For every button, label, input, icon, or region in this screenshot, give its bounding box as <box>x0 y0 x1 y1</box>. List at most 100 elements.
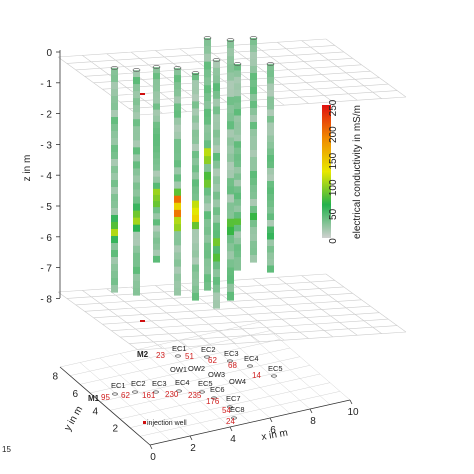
borehole-segment <box>267 135 274 143</box>
colorbar-tick-label: 150 <box>328 152 339 169</box>
borehole-segment <box>227 113 234 122</box>
borehole-segment <box>192 115 199 124</box>
top-grid-line <box>111 77 380 96</box>
borehole-segment <box>174 160 181 168</box>
borehole-segment <box>111 138 118 146</box>
well-value: 176 <box>206 397 220 406</box>
borehole-segment <box>174 209 181 218</box>
borehole-segment <box>133 140 140 148</box>
borehole-segment <box>153 73 160 80</box>
borehole-segment <box>133 112 140 120</box>
borehole-segment <box>267 252 274 260</box>
borehole-segment <box>234 154 241 162</box>
borehole-segment <box>227 153 234 163</box>
row-label: M1 <box>88 394 100 403</box>
borehole-segment <box>234 218 241 226</box>
borehole-segment <box>267 207 274 215</box>
base-grid-line <box>179 339 271 419</box>
borehole-segment <box>174 89 181 97</box>
base-grid-line <box>129 382 331 428</box>
borehole-segment <box>227 186 234 195</box>
borehole-segment <box>227 194 234 204</box>
borehole-segment <box>204 116 211 126</box>
borehole-segment <box>111 75 118 83</box>
borehole-segment <box>227 145 234 155</box>
x-tick <box>269 417 273 423</box>
borehole-segment <box>267 220 274 228</box>
borehole-segment <box>227 275 234 285</box>
borehole-segment <box>267 70 274 78</box>
borehole-segment <box>133 77 140 85</box>
borehole-segment <box>234 70 241 78</box>
borehole-segment <box>174 110 181 119</box>
base-grid-line <box>79 362 171 441</box>
borehole-segment <box>234 167 241 175</box>
borehole-segment <box>204 85 211 94</box>
borehole-segment <box>204 45 211 55</box>
borehole-segment <box>174 245 181 254</box>
borehole-segment <box>174 280 181 289</box>
well-marker <box>175 354 181 358</box>
z-axis-label: z in m <box>22 155 33 182</box>
well-marker <box>153 390 159 394</box>
x-tick <box>149 444 153 450</box>
borehole-segment <box>111 124 118 132</box>
borehole-segment <box>213 253 220 263</box>
injection-well-label: injection well <box>147 420 187 427</box>
y-tick-label: 2 <box>112 424 118 435</box>
borehole-segment <box>267 116 274 124</box>
bottom-grid-line <box>102 305 371 325</box>
borehole-segment <box>133 231 140 240</box>
borehole-segment <box>174 195 181 204</box>
borehole-segment <box>267 103 274 111</box>
borehole-segment <box>174 174 181 183</box>
well-value: 14 <box>252 371 261 380</box>
well-value: 62 <box>208 356 217 365</box>
top-grid-line <box>325 38 407 98</box>
borehole-segment <box>250 101 257 109</box>
borehole-segment <box>111 145 118 153</box>
borehole-segment <box>267 233 274 241</box>
borehole-segment <box>227 121 234 130</box>
borehole-segment <box>192 143 199 152</box>
borehole-segment <box>267 174 274 182</box>
borehole-cap <box>226 38 235 42</box>
borehole-segment <box>227 259 234 269</box>
observation-well-label: OW1 <box>170 365 187 374</box>
bottom-grid-line <box>325 273 407 333</box>
x-tick <box>189 435 193 441</box>
borehole-segment <box>213 129 220 139</box>
borehole-segment <box>234 244 241 252</box>
borehole-segment <box>153 79 160 86</box>
borehole-segment <box>234 250 241 258</box>
base-grid-line <box>99 357 191 437</box>
borehole-segment <box>133 91 140 99</box>
colorbar-tick-label: 200 <box>328 126 339 143</box>
well-value: 95 <box>101 393 110 402</box>
injection-marker-lower <box>140 320 145 322</box>
borehole-segment <box>267 200 274 208</box>
borehole-segment <box>227 80 234 90</box>
borehole-segment <box>213 284 220 294</box>
bottom-grid-line <box>120 318 389 338</box>
z-tick-label: - 2 <box>40 110 52 121</box>
borehole-segment <box>153 103 160 111</box>
borehole-segment <box>213 261 220 270</box>
x-tick-label: 10 <box>347 407 359 418</box>
borehole-segment <box>204 53 211 63</box>
well-marker <box>176 389 182 393</box>
borehole-segment <box>133 105 140 113</box>
top-grid-line <box>129 90 398 109</box>
borehole-segment <box>153 140 160 147</box>
borehole-segment <box>213 60 220 69</box>
borehole-segment <box>227 283 234 293</box>
borehole-segment <box>250 157 257 165</box>
well-label: EC5 <box>198 379 213 388</box>
borehole-segment <box>213 207 220 216</box>
borehole-segment <box>153 146 160 153</box>
borehole-cap <box>191 71 200 75</box>
borehole-segment <box>204 274 211 283</box>
borehole-segment <box>213 184 220 193</box>
borehole-segment <box>111 264 118 272</box>
